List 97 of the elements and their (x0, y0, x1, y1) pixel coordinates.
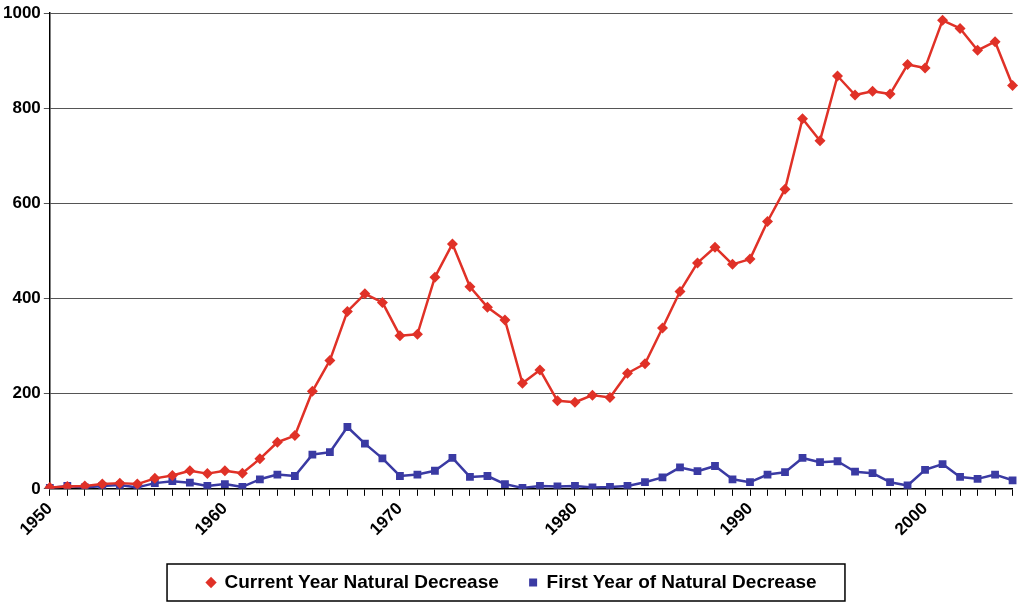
point (781, 468, 789, 477)
point (674, 285, 686, 297)
point (501, 480, 509, 488)
point (96, 478, 108, 489)
point (220, 480, 229, 488)
point (219, 465, 231, 477)
y-tick-label: 800 (12, 98, 41, 118)
point (604, 392, 616, 404)
point (693, 467, 702, 476)
point (989, 36, 1001, 48)
point (867, 85, 879, 97)
point (203, 482, 212, 489)
point (499, 314, 511, 326)
point (254, 453, 266, 465)
point (973, 474, 982, 483)
point (868, 469, 877, 478)
point (937, 14, 949, 26)
point (641, 478, 649, 487)
point (431, 466, 439, 475)
y-tick-label: 400 (12, 288, 41, 308)
point (166, 470, 178, 482)
point (149, 472, 161, 484)
point (727, 258, 738, 270)
point (271, 436, 283, 448)
y-tick-label: 600 (12, 193, 41, 213)
point (919, 62, 931, 74)
point (884, 88, 896, 100)
point (396, 472, 404, 480)
point (746, 478, 754, 487)
point (728, 475, 737, 484)
point (326, 448, 334, 457)
point (429, 271, 441, 283)
point (832, 70, 844, 82)
point (306, 385, 318, 397)
point (184, 465, 196, 477)
point (797, 113, 809, 125)
point (833, 457, 842, 466)
point (114, 477, 126, 489)
point (446, 238, 458, 250)
point (534, 364, 546, 376)
point (921, 465, 929, 474)
point (954, 22, 966, 34)
point (255, 475, 264, 484)
point (343, 423, 352, 431)
point (376, 296, 388, 308)
point (516, 377, 528, 389)
point (886, 478, 894, 487)
point (814, 135, 826, 147)
point (711, 462, 719, 470)
point (536, 482, 544, 489)
point (991, 470, 999, 479)
legend-label: Current Year Natural Decrease (224, 570, 499, 592)
point (816, 458, 824, 467)
point (481, 301, 493, 313)
point (639, 358, 651, 370)
point (972, 44, 984, 56)
point (1008, 476, 1017, 485)
y-tick-label: 1000 (2, 2, 41, 22)
point (359, 288, 371, 300)
point (361, 439, 369, 448)
point (902, 59, 914, 71)
point (709, 241, 721, 253)
point (551, 395, 563, 407)
point (483, 472, 492, 480)
point (744, 253, 756, 265)
y-tick-label: 0 (31, 478, 41, 498)
point (394, 330, 406, 342)
point (273, 470, 282, 479)
point (676, 463, 684, 472)
point (291, 472, 299, 480)
point (308, 450, 317, 459)
point (324, 354, 336, 366)
point (569, 396, 581, 408)
point (341, 305, 353, 317)
point (185, 478, 194, 487)
point (621, 367, 633, 379)
point (411, 328, 423, 340)
point (1007, 80, 1019, 91)
point (571, 482, 579, 489)
y-tick-label: 200 (12, 383, 41, 403)
point (851, 467, 859, 476)
point (691, 257, 703, 269)
point (779, 183, 791, 195)
point (762, 216, 774, 228)
point (849, 89, 861, 101)
point (448, 454, 457, 462)
point (798, 454, 807, 462)
point (289, 430, 301, 442)
point (586, 389, 598, 401)
point (956, 473, 964, 481)
point (466, 473, 474, 481)
point (656, 322, 668, 334)
point (236, 467, 248, 479)
point (201, 468, 213, 480)
point (464, 281, 476, 293)
legend-label: First Year of Natural Decrease (546, 570, 817, 592)
point (938, 460, 947, 468)
